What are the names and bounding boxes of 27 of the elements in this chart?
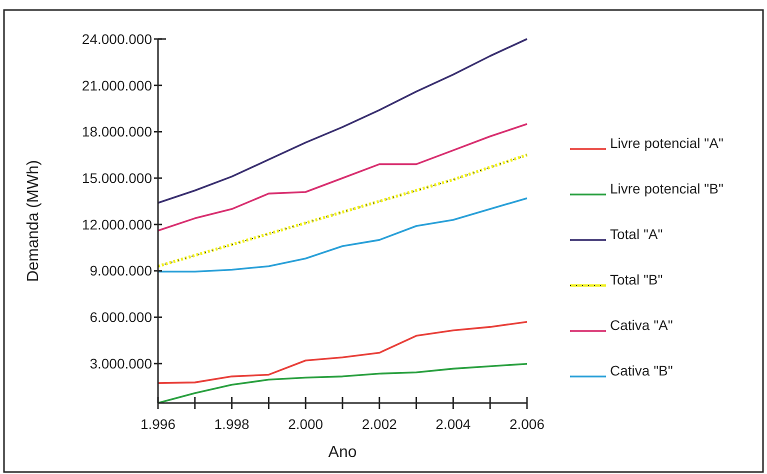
x-tick-label: 2.004 [436,416,471,432]
legend-label: Total "A" [610,226,663,242]
x-tick-label: 2.000 [288,416,324,432]
y-tick-label: 12.000.000 [82,216,152,232]
y-tick-label: 24.000.000 [82,30,152,47]
legend-label: Livre potencial "B" [610,180,724,196]
x-tick-label: 1.996 [140,416,176,432]
x-tick-label: 2.002 [362,416,398,432]
x-tick-label: 2.006 [509,416,545,432]
y-tick-label: 9.000.000 [90,262,152,279]
y-tick-label: 3.000.000 [90,355,152,372]
line-series [157,38,528,204]
y-tick-label: 21.000.000 [82,77,152,94]
y-tick-label: 18.000.000 [82,124,152,140]
y-axis-title: Demanda (MWh) [25,160,42,282]
line-series [157,197,528,273]
legend-label: Livre potencial "A" [610,134,724,151]
line-series [157,123,528,232]
x-axis-title: Ano [328,444,357,461]
legend-label: Total "B" [610,271,663,288]
x-tick-label: 1.998 [214,416,250,432]
legend-label: Cativa "A" [610,316,673,333]
line-series [157,320,528,384]
y-tick-label: 6.000.000 [90,309,152,326]
legend-label: Cativa "B" [610,362,673,378]
y-tick-label: 15.000.000 [82,170,152,186]
line-series [156,153,528,268]
